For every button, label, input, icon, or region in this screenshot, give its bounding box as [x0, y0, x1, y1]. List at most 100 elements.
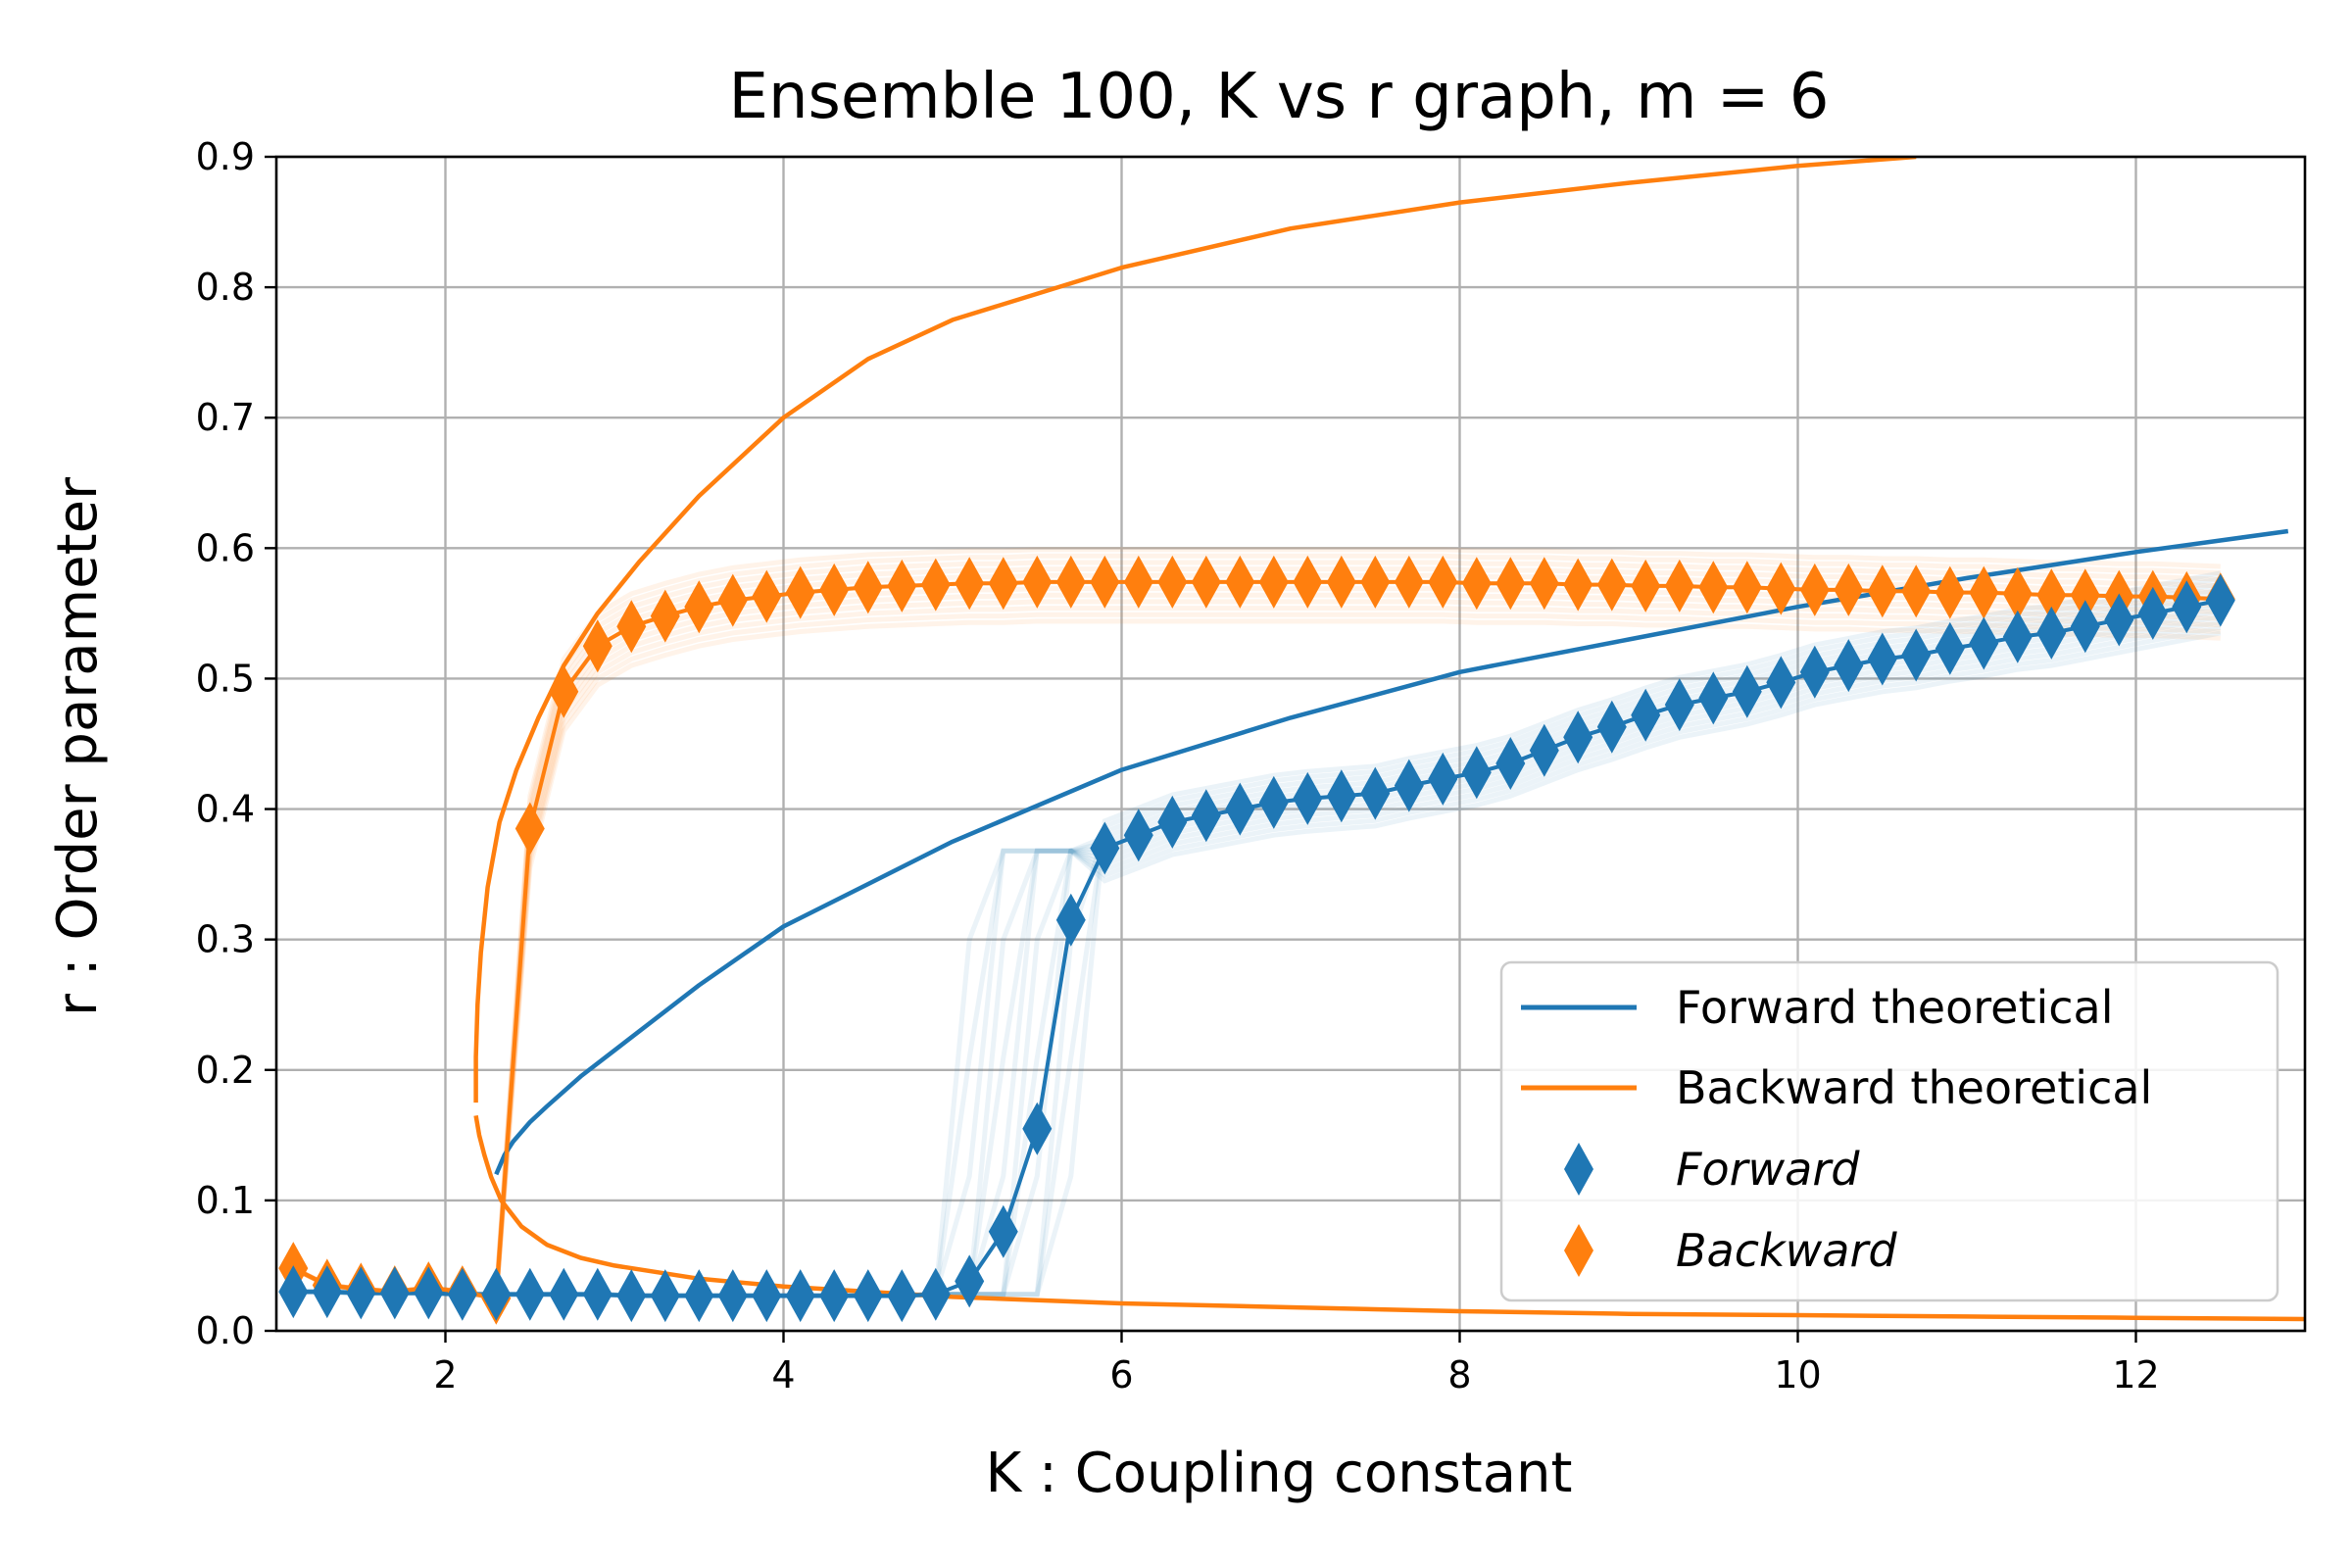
marker-forward [346, 1266, 376, 1320]
marker-backward [1529, 557, 1559, 611]
series-markers [278, 555, 2235, 1325]
chart-title: Ensemble 100, K vs r graph, m = 6 [729, 61, 1830, 133]
marker-forward [2104, 593, 2134, 647]
line-backward-theoretical-lower [473, 1115, 2305, 1322]
marker-forward [2137, 586, 2168, 640]
marker-backward [1732, 561, 1762, 614]
series-lines [292, 157, 2305, 1322]
marker-backward [717, 573, 748, 627]
ensemble-trace-backward [292, 618, 2221, 1301]
marker-forward [1461, 746, 1492, 800]
marker-backward [1935, 565, 1965, 619]
marker-backward [1698, 561, 1729, 614]
marker-backward [2036, 568, 2067, 622]
x-tick-label: 10 [1774, 1353, 1821, 1396]
marker-forward [447, 1267, 477, 1321]
marker-forward [1596, 700, 1627, 754]
x-tick-label: 2 [433, 1353, 457, 1396]
y-tick-label: 0.1 [196, 1179, 255, 1222]
y-tick-label: 0.9 [196, 135, 255, 178]
marker-backward [1157, 555, 1188, 609]
y-tick-label: 0.4 [196, 788, 255, 831]
ensemble-trace-backward [292, 547, 2221, 1301]
ensemble-trace-backward [292, 572, 2221, 1301]
marker-forward [1834, 639, 1864, 693]
marker-backward [1055, 555, 1086, 609]
legend-box [1499, 960, 2279, 1302]
tick-labels: 2 4 6 8 10 12 0.0 0.1 0.2 0.3 0.4 0.5 0.6 0.7 0.8 0.9 [196, 135, 2160, 1396]
marker-backward [1394, 555, 1424, 609]
marker-backward [1428, 555, 1458, 609]
marker-backward [1563, 558, 1593, 612]
marker-backward [1090, 555, 1120, 609]
marker-forward [1293, 771, 1323, 825]
marker-backward [955, 557, 985, 611]
marker-backward [684, 580, 714, 634]
y-tick-label: 0.6 [196, 526, 255, 569]
marker-backward [616, 600, 647, 654]
marker-backward [1664, 559, 1694, 612]
marker-backward [650, 589, 680, 643]
ensemble-trace-backward [292, 612, 2221, 1301]
x-axis-label: K : Coupling constant [986, 1442, 1573, 1505]
marker-forward [1055, 893, 1086, 947]
legend-marker-forward [1564, 1143, 1593, 1196]
marker-backward [1799, 563, 1830, 616]
ensemble-trace-backward [292, 599, 2221, 1301]
marker-backward [887, 559, 917, 612]
marker-backward [1596, 558, 1627, 612]
marker-backward [819, 563, 850, 616]
x-tick-label: 12 [2112, 1353, 2159, 1396]
y-tick-label: 0.2 [196, 1049, 255, 1092]
y-tick-label: 0.8 [196, 266, 255, 309]
marker-forward [2172, 580, 2202, 634]
marker-forward [1969, 616, 1999, 670]
marker-forward [887, 1269, 917, 1323]
marker-forward [1495, 737, 1526, 790]
legend-label-forward-theoretical: Forward theoretical [1676, 981, 2114, 1034]
marker-backward [549, 664, 579, 718]
y-tick-label: 0.0 [196, 1309, 255, 1352]
marker-forward [2205, 573, 2235, 627]
marker-forward [514, 1267, 545, 1321]
marker-forward [1867, 632, 1897, 686]
marker-forward [1732, 664, 1762, 718]
marker-forward [717, 1269, 748, 1323]
line-forward-theoretical [494, 528, 2289, 1176]
x-tick-label: 6 [1109, 1353, 1133, 1396]
marker-forward [1664, 678, 1694, 732]
marker-forward [1529, 723, 1559, 777]
marker-forward [1394, 759, 1424, 812]
mean-line-backward [292, 579, 2221, 1301]
marker-forward [2002, 610, 2033, 663]
marker-backward [785, 565, 815, 619]
marker-forward [481, 1267, 512, 1321]
marker-forward [1799, 645, 1830, 699]
mean-line-forward [293, 598, 2222, 1298]
marker-forward [549, 1267, 579, 1321]
marker-backward [1834, 563, 1864, 616]
marker-backward [1022, 555, 1053, 609]
marker-backward [1191, 555, 1221, 609]
legend-label-forward: Forward [1676, 1143, 1860, 1196]
legend-label-backward-theoretical: Backward theoretical [1676, 1061, 2152, 1114]
marker-forward [1766, 656, 1796, 710]
marker-backward [1495, 557, 1526, 611]
ensemble-trace-backward [292, 566, 2221, 1301]
marker-forward [1157, 795, 1188, 849]
marker-forward [1123, 808, 1153, 862]
ensemble-trace-backward [292, 560, 2221, 1301]
y-axis-label: r : Order parameter [46, 476, 110, 1016]
legend: Forward theoretical Backward theoretical… [1499, 960, 2279, 1302]
marker-forward [684, 1269, 714, 1323]
marker-backward [1360, 555, 1391, 609]
line-backward-theoretical-upper [473, 157, 1917, 1103]
marker-forward [1022, 1102, 1053, 1155]
marker-forward [1225, 782, 1255, 836]
marker-backward [2002, 566, 2033, 620]
marker-backward [1461, 557, 1492, 611]
ensemble-trace-backward [292, 606, 2221, 1301]
y-tick-label: 0.5 [196, 657, 255, 700]
axes [265, 155, 2307, 1343]
marker-backward [752, 569, 782, 623]
